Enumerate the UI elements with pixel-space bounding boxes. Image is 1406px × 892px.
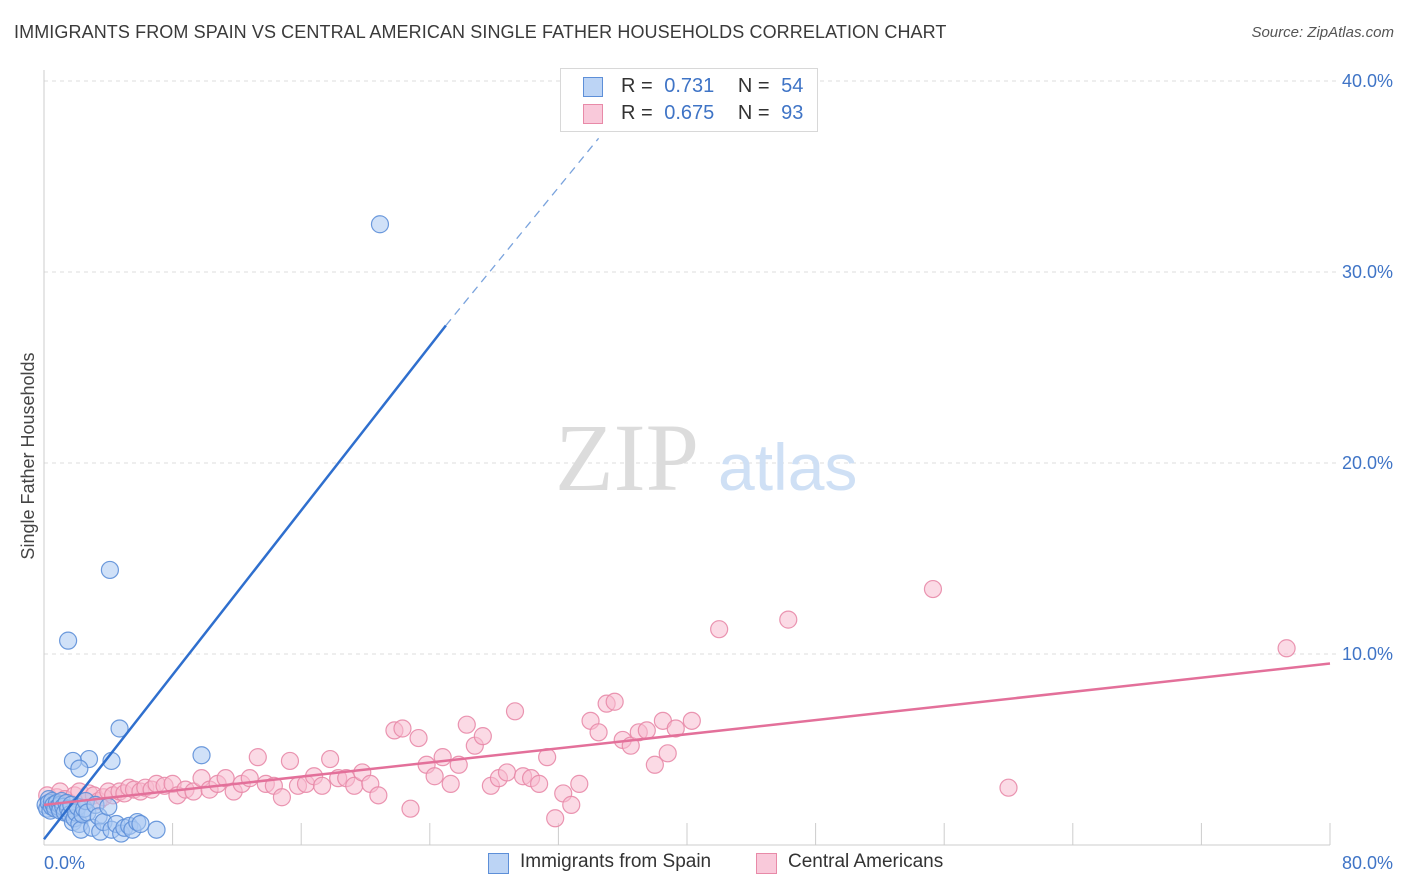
- legend-n-value: 93: [781, 102, 804, 124]
- watermark-atlas: atlas: [718, 430, 857, 504]
- legend-n-label: N =: [737, 75, 770, 97]
- point-central-american: [779, 610, 798, 629]
- point-central-american: [546, 809, 565, 828]
- point-central-american: [605, 692, 624, 711]
- legend-n-label: N =: [737, 102, 770, 124]
- point-central-american: [710, 620, 729, 639]
- point-central-american: [473, 727, 492, 746]
- point-central-american: [682, 711, 701, 730]
- x-tick-label-max: 80.0%: [1342, 853, 1393, 873]
- point-spain: [192, 746, 211, 765]
- point-central-american: [1277, 639, 1296, 658]
- series-immigrants-from-spain: [36, 215, 390, 843]
- legend-r-label: R =: [621, 102, 653, 124]
- point-central-american: [666, 719, 685, 738]
- point-central-american: [505, 702, 525, 721]
- trend-line-spain-extension: [445, 137, 600, 326]
- bottom-legend-swatch-pink: [756, 853, 777, 874]
- point-central-american: [923, 579, 943, 599]
- y-tick-label: 20.0%: [1342, 453, 1393, 473]
- point-central-american: [497, 763, 517, 782]
- point-central-american: [321, 749, 340, 769]
- bottom-legend-label-central: Central Americans: [788, 851, 944, 872]
- point-central-american: [312, 776, 332, 795]
- point-central-american: [425, 767, 444, 786]
- chart-title: IMMIGRANTS FROM SPAIN VS CENTRAL AMERICA…: [14, 22, 947, 42]
- point-central-american: [457, 715, 476, 734]
- legend: R = 0.731 N = 54 R = 0.675 N = 93: [560, 68, 818, 132]
- point-central-american: [589, 723, 608, 742]
- y-tick-label: 40.0%: [1342, 71, 1393, 91]
- point-central-american: [999, 778, 1018, 797]
- point-central-american: [272, 788, 292, 807]
- point-spain: [99, 797, 118, 816]
- point-central-american: [409, 728, 428, 748]
- bottom-legend-swatch-blue: [488, 853, 509, 874]
- point-spain: [59, 631, 78, 650]
- bottom-legend: Immigrants from Spain Central Americans: [0, 851, 1406, 879]
- point-central-american: [570, 774, 589, 793]
- chart-source: Source: ZipAtlas.com: [1251, 24, 1394, 41]
- point-spain: [147, 820, 166, 839]
- bottom-legend-label-spain: Immigrants from Spain: [520, 851, 712, 872]
- point-central-american: [441, 774, 460, 793]
- point-central-american: [401, 799, 420, 818]
- series-central-americans: [38, 579, 1296, 828]
- trend-line-spain: [43, 324, 447, 841]
- legend-r-label: R =: [621, 75, 653, 97]
- trend-line-central: [43, 662, 1331, 807]
- y-tick-label: 10.0%: [1342, 644, 1393, 664]
- legend-swatch-blue: [583, 77, 603, 97]
- point-central-american: [530, 774, 549, 793]
- point-central-american: [248, 748, 267, 767]
- point-spain: [370, 215, 390, 234]
- point-central-american: [393, 719, 412, 738]
- x-tick-label-min: 0.0%: [44, 853, 85, 873]
- tick-labels: 10.0% 20.0% 30.0% 40.0% 0.0% 80.0%: [44, 71, 1393, 873]
- y-tick-label: 30.0%: [1342, 262, 1393, 282]
- watermark: ZIP atlas: [555, 404, 857, 511]
- point-central-american: [216, 769, 235, 788]
- point-central-american: [433, 748, 452, 767]
- point-central-american: [645, 755, 664, 774]
- point-central-american: [369, 786, 388, 805]
- point-spain: [100, 560, 120, 580]
- point-central-american: [637, 721, 656, 740]
- point-central-american: [562, 795, 581, 814]
- point-spain: [70, 759, 89, 778]
- trend-lines: [43, 137, 1331, 841]
- legend-n-value: 54: [781, 75, 804, 97]
- watermark-zip: ZIP: [555, 404, 699, 511]
- point-central-american: [280, 751, 300, 771]
- point-spain: [110, 719, 129, 738]
- point-spain: [131, 814, 150, 834]
- point-central-american: [658, 744, 677, 763]
- legend-r-value: 0.731: [664, 75, 715, 97]
- y-axis-label: Single Father Households: [18, 352, 38, 559]
- legend-swatch-pink: [583, 104, 603, 124]
- grid-lines: [44, 80, 1340, 655]
- legend-r-value: 0.675: [664, 102, 715, 124]
